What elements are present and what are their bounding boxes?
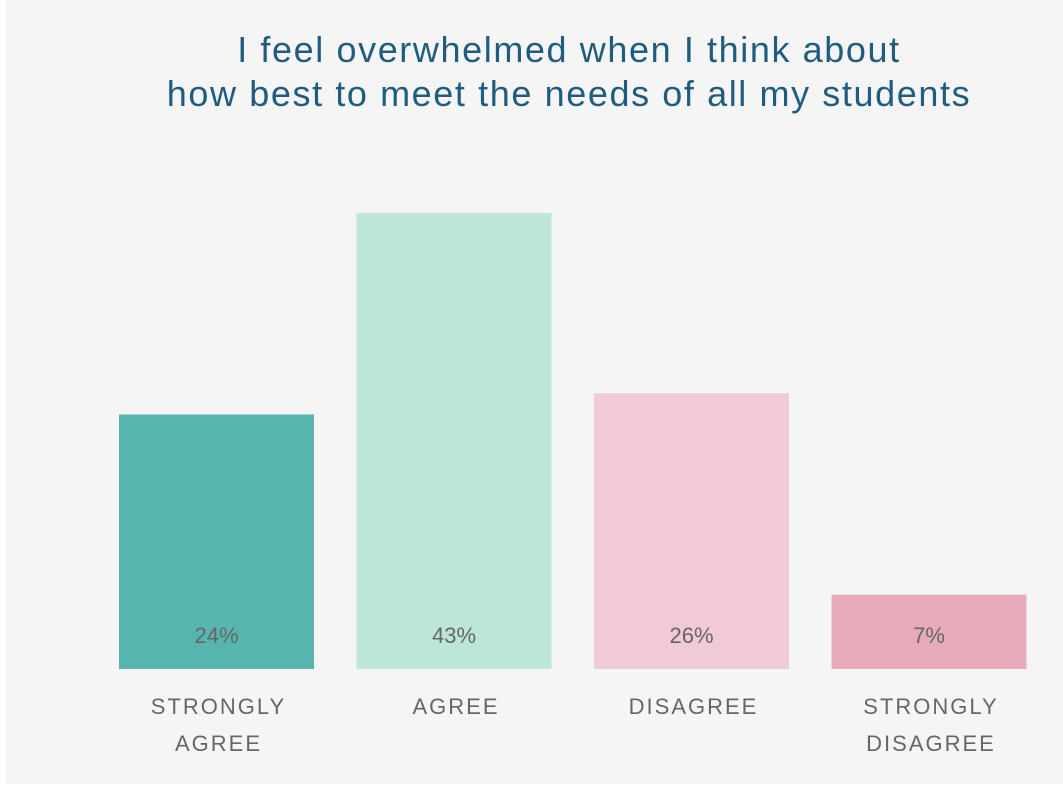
bar-agree xyxy=(356,213,552,669)
bar-disagree xyxy=(594,393,789,669)
value-label-strongly-disagree: 7% xyxy=(913,623,945,648)
bar-strongly-disagree xyxy=(831,594,1027,669)
chart-title: I feel overwhelmed when I think about ho… xyxy=(0,28,1063,116)
category-label-agree: AGREE xyxy=(412,694,500,719)
chart-title-line-1: I feel overwhelmed when I think about xyxy=(237,29,901,70)
value-label-strongly-agree: 24% xyxy=(194,623,238,648)
category-label-disagree: DISAGREE xyxy=(628,694,759,719)
value-label-disagree: 26% xyxy=(669,623,713,648)
value-label-agree: 43% xyxy=(432,623,476,648)
category-label-strongly-agree: STRONGLY AGREE xyxy=(150,694,287,756)
category-label-strongly-disagree: STRONGLY DISAGREE xyxy=(863,694,999,756)
chart-title-line-2: how best to meet the needs of all my stu… xyxy=(166,73,972,114)
bar-strongly-agree xyxy=(119,414,314,669)
